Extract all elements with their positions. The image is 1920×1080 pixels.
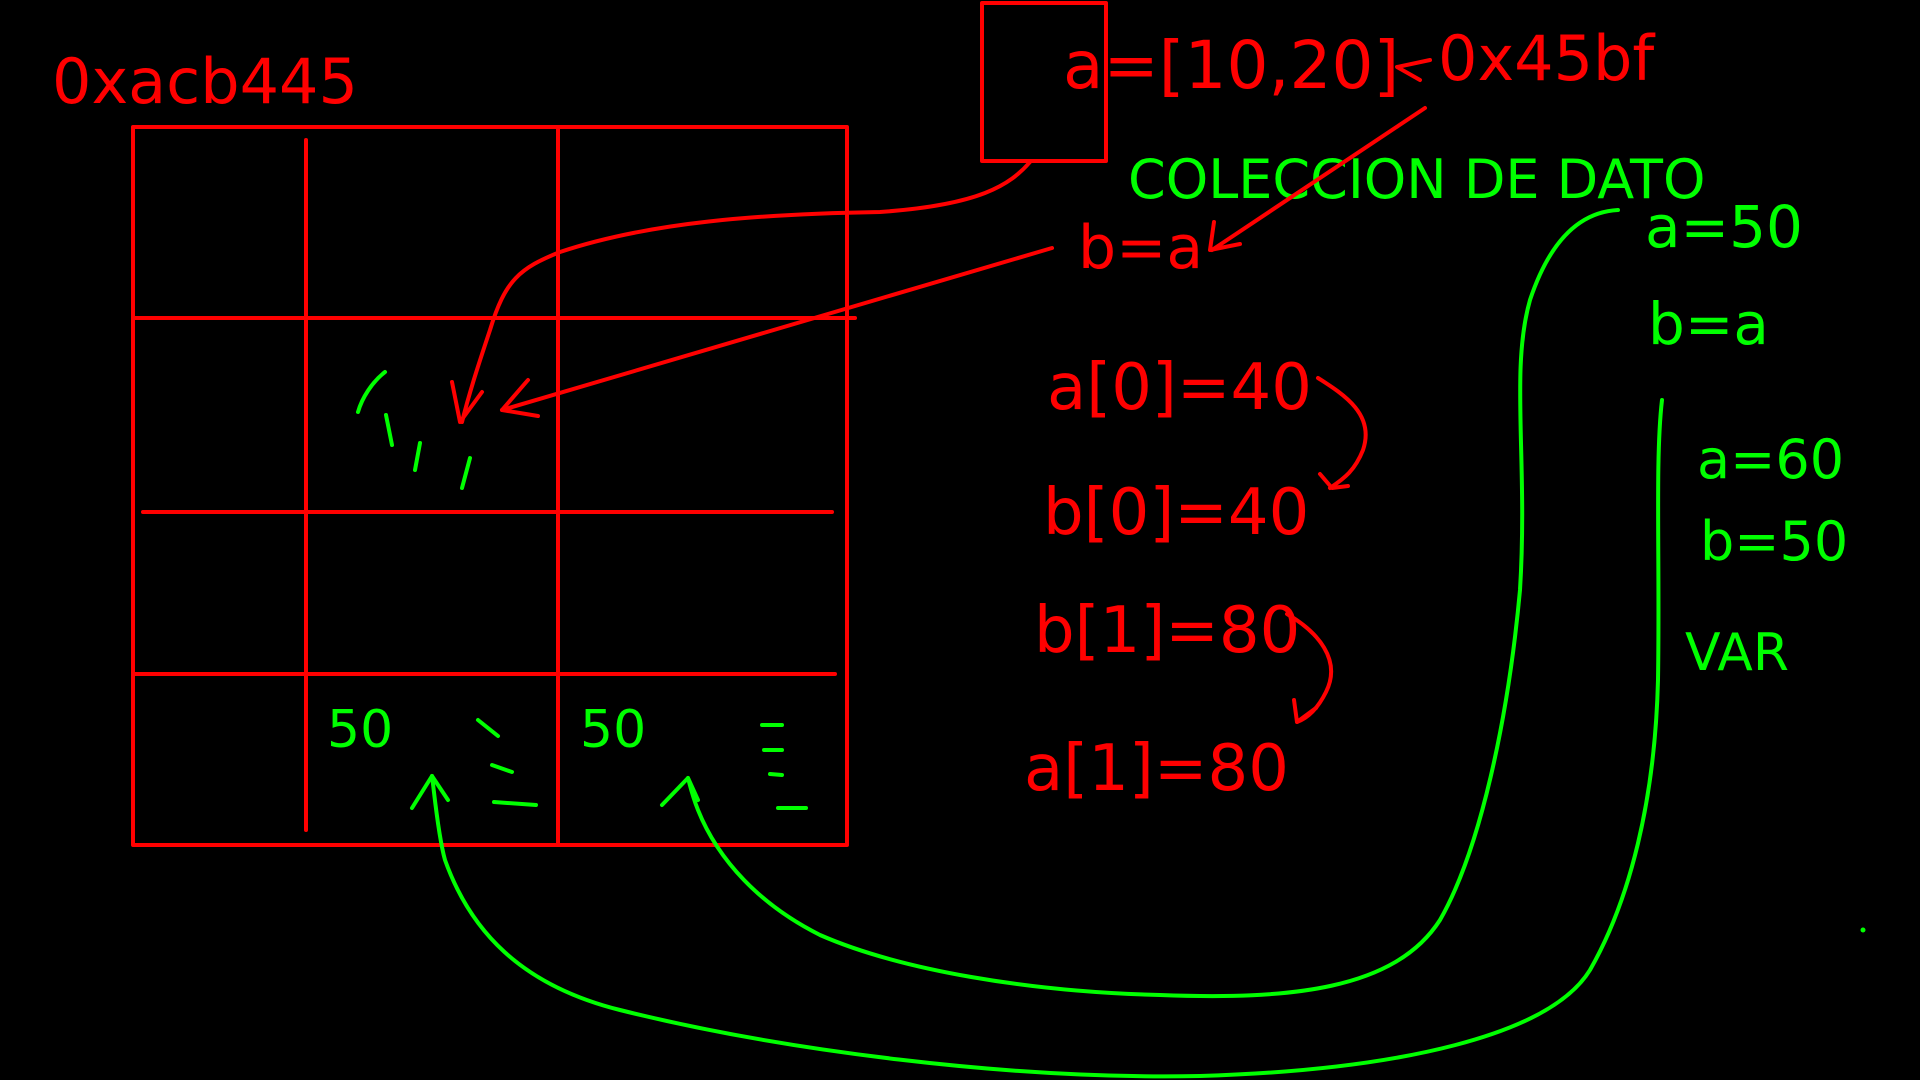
- b-equals-50-label: b=50: [1700, 510, 1848, 573]
- red-arrows: [450, 58, 1432, 724]
- grid-cell-value: 50: [327, 700, 393, 760]
- arrowhead-icon: [660, 776, 700, 807]
- a1-assign-label: a[1]=80: [1024, 732, 1289, 806]
- var-label: VAR: [1685, 623, 1789, 683]
- small-arrow-icon: [1395, 58, 1432, 82]
- list-address-label: 0x45bf: [1438, 22, 1656, 95]
- arrowhead-icon: [410, 774, 450, 810]
- list-assignment-label: a=[10,20]: [1063, 27, 1399, 104]
- tally-marks: [356, 370, 387, 414]
- grid-cell-value: 50: [580, 700, 646, 760]
- dash-marks: [476, 718, 500, 738]
- pointer-box: [980, 1, 1108, 163]
- var-to-cell-curve: [430, 398, 1664, 1079]
- grid-address-label: 0xacb445: [52, 45, 358, 118]
- a0-to-b0-curve: [1316, 376, 1368, 490]
- tally-marks: [384, 413, 394, 447]
- b-to-grid-arrow: [500, 246, 1054, 412]
- arrowhead-icon: [1318, 472, 1350, 490]
- arrowhead-icon: [450, 380, 484, 424]
- green-strokes: [356, 208, 1866, 1079]
- memory-grid: [131, 125, 857, 847]
- a-equals-50-label: a=50: [1645, 193, 1803, 261]
- arrowhead-icon: [500, 378, 540, 418]
- a-to-cell-curve: [686, 208, 1620, 999]
- arrowhead-icon: [1292, 698, 1318, 724]
- dash-marks: [492, 800, 538, 807]
- b0-assign-label: b[0]=40: [1043, 476, 1309, 550]
- address-to-b-arrow: [1210, 106, 1427, 252]
- dash-marks: [490, 763, 514, 774]
- tally-marks: [460, 456, 472, 490]
- pointer-box-to-grid-arrow: [460, 160, 1032, 424]
- collection-label: COLECCION DE DATO: [1128, 148, 1706, 211]
- b-equals-a-green-label: b=a: [1648, 290, 1769, 358]
- dash-marks: [768, 772, 784, 777]
- a-equals-60-label: a=60: [1697, 428, 1844, 491]
- arrowhead-icon: [1208, 220, 1242, 252]
- a0-assign-label: a[0]=40: [1047, 351, 1312, 425]
- b1-assign-label: b[1]=80: [1034, 594, 1300, 668]
- tally-marks: [413, 441, 422, 472]
- memory-grid-outline: [131, 125, 849, 847]
- dot-mark: [1860, 927, 1866, 933]
- b-equals-a-label: b=a: [1078, 213, 1203, 283]
